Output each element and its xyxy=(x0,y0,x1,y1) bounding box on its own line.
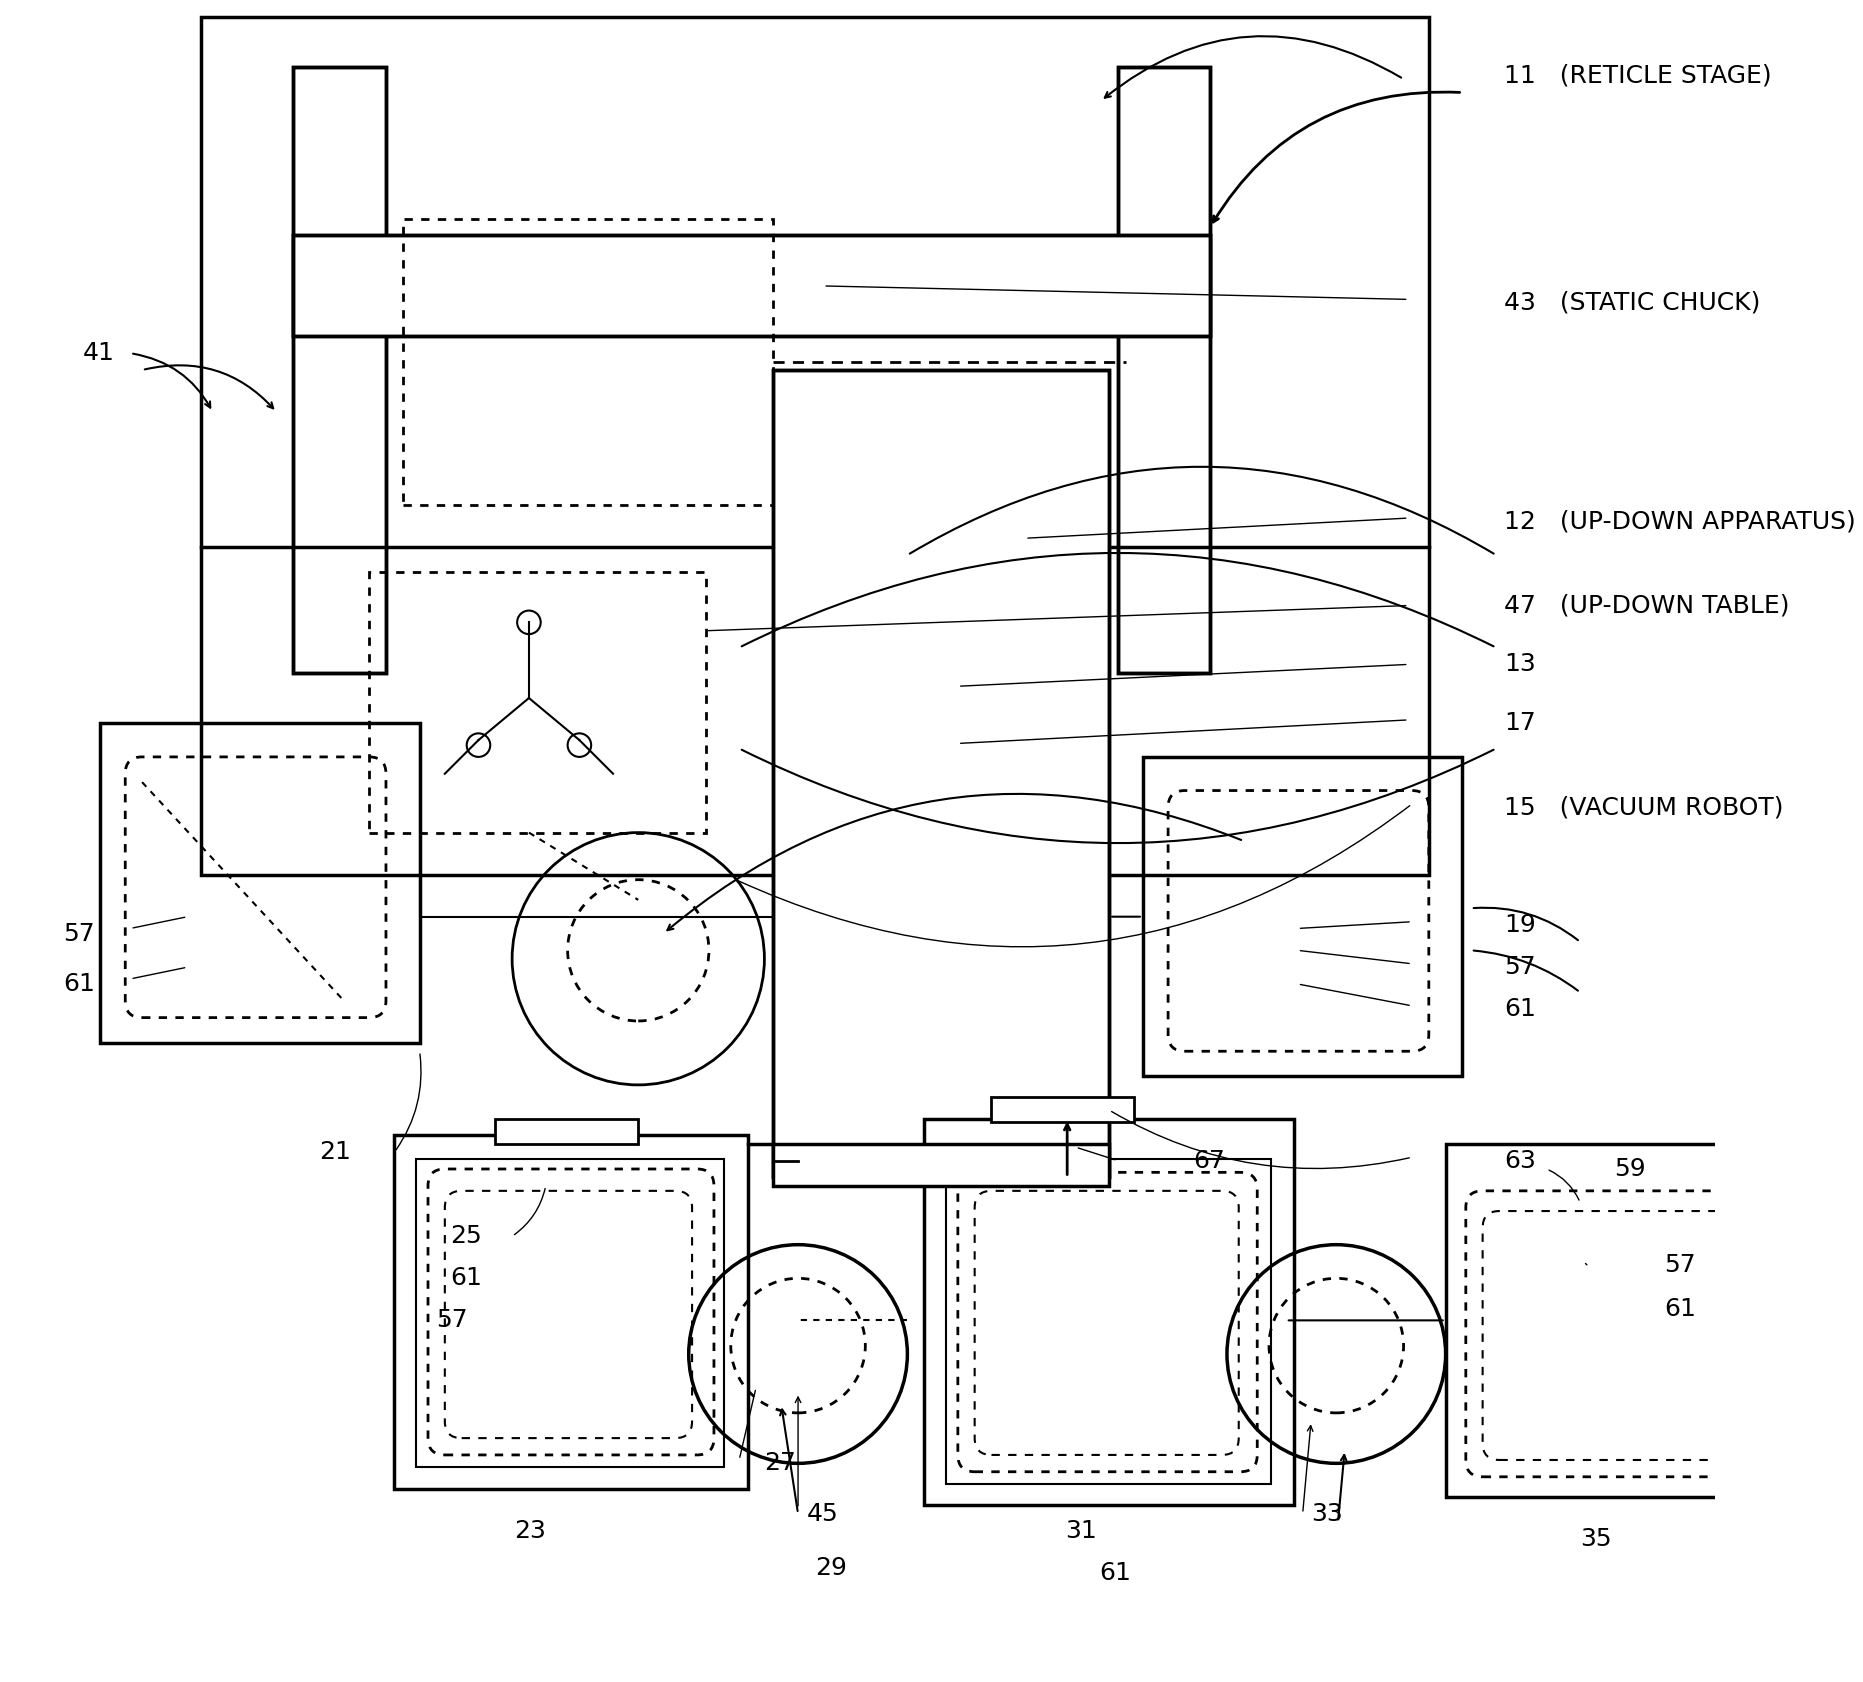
Text: 57: 57 xyxy=(63,922,95,945)
Text: 33: 33 xyxy=(1312,1502,1343,1526)
Bar xyxy=(496,1119,639,1144)
Bar xyxy=(101,723,419,1043)
Text: 67: 67 xyxy=(1194,1149,1226,1172)
Text: 29: 29 xyxy=(814,1556,848,1579)
Bar xyxy=(294,235,1211,336)
Text: 61: 61 xyxy=(1664,1297,1695,1320)
Text: 27: 27 xyxy=(764,1452,796,1475)
Bar xyxy=(1142,757,1462,1076)
Bar xyxy=(1118,67,1211,673)
Text: 35: 35 xyxy=(1580,1527,1611,1551)
Text: 57: 57 xyxy=(436,1309,468,1332)
Text: 25: 25 xyxy=(449,1224,483,1248)
Text: 59: 59 xyxy=(1613,1157,1645,1181)
Text: 61: 61 xyxy=(63,972,95,996)
Bar xyxy=(946,1159,1271,1484)
Bar xyxy=(294,235,1211,336)
Bar xyxy=(369,572,706,833)
Text: 23: 23 xyxy=(514,1519,546,1542)
Bar xyxy=(773,370,1108,1177)
Text: 31: 31 xyxy=(1066,1519,1097,1542)
Bar xyxy=(773,370,1108,1177)
Bar xyxy=(991,1097,1135,1122)
Text: 61: 61 xyxy=(1505,997,1537,1021)
Text: 61: 61 xyxy=(449,1267,483,1290)
Bar xyxy=(402,219,773,505)
Bar xyxy=(1118,67,1211,673)
Bar xyxy=(294,67,386,673)
Bar xyxy=(294,67,386,673)
Text: 12   (UP-DOWN APPARATUS): 12 (UP-DOWN APPARATUS) xyxy=(1505,510,1856,533)
Bar xyxy=(201,17,1429,875)
Text: 41: 41 xyxy=(84,341,116,365)
Bar xyxy=(395,1135,747,1489)
Text: 57: 57 xyxy=(1505,955,1537,979)
Text: 47   (UP-DOWN TABLE): 47 (UP-DOWN TABLE) xyxy=(1505,594,1790,617)
Text: 43   (STATIC CHUCK): 43 (STATIC CHUCK) xyxy=(1505,291,1761,315)
Bar xyxy=(415,1159,725,1467)
Text: 19: 19 xyxy=(1505,913,1537,937)
Bar xyxy=(924,1119,1295,1505)
Text: 15   (VACUUM ROBOT): 15 (VACUUM ROBOT) xyxy=(1505,796,1785,819)
Text: 57: 57 xyxy=(1664,1253,1695,1277)
Text: 17: 17 xyxy=(1505,711,1537,735)
Text: 13: 13 xyxy=(1505,653,1537,676)
Bar xyxy=(773,1144,1108,1186)
Text: 61: 61 xyxy=(1099,1561,1131,1584)
Text: 45: 45 xyxy=(807,1502,838,1526)
Bar xyxy=(1446,1144,1774,1497)
Text: 63: 63 xyxy=(1505,1149,1537,1172)
Text: 21: 21 xyxy=(319,1140,350,1164)
Text: 11   (RETICLE STAGE): 11 (RETICLE STAGE) xyxy=(1505,64,1772,87)
